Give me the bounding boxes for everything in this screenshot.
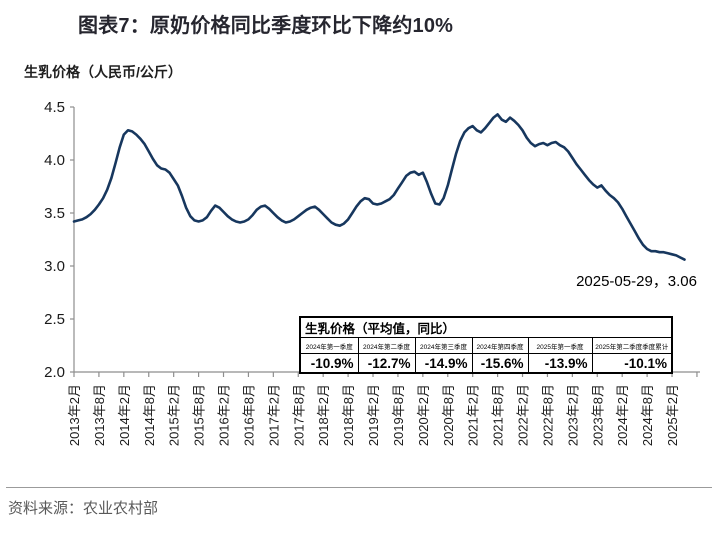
summary-table-title-row: 生乳价格（平均值，同比） (299, 316, 673, 338)
yoy-value: -10.1% (591, 353, 673, 374)
x-tick-label: 2022年2月 (516, 384, 531, 446)
x-tick-label: 2017年8月 (291, 384, 306, 446)
x-tick-label: 2020年2月 (416, 384, 431, 446)
x-tick-label: 2022年8月 (540, 384, 555, 446)
yoy-value: -10.9% (299, 353, 359, 374)
divider (6, 487, 712, 488)
quarter-header: 2025年第一季度 (527, 337, 593, 354)
y-tick-label: 4.5 (44, 99, 65, 116)
line-chart: 2.0 2.5 3.0 3.5 4.0 4.5 2013年2月 2013年8月 2014年2月 2… (44, 99, 700, 446)
x-tick-label: 2018年8月 (341, 384, 356, 446)
x-tick-label: 2015年2月 (167, 384, 182, 446)
summary-table: 生乳价格（平均值，同比） 2024年第一季度 2024年第二季度 2024年第三… (299, 316, 674, 374)
x-tick-label: 2013年2月 (67, 384, 82, 446)
summary-table-header-row: 2024年第一季度 2024年第二季度 2024年第三季度 2024年第四季度 … (299, 337, 673, 354)
figure-title: 图表7：原奶价格同比季度环比下降约10% (78, 15, 454, 37)
quarter-header: 2024年第四季度 (471, 337, 529, 354)
x-tick-label: 2016年2月 (217, 384, 232, 446)
x-tick-label: 2014年8月 (142, 384, 157, 446)
x-tick-label: 2025年2月 (665, 384, 680, 446)
y-tick-label: 3.5 (44, 205, 65, 222)
x-tick-label: 2013年8月 (92, 384, 107, 446)
y-axis-caption: 生乳价格（人民币/公斤） (24, 64, 182, 80)
quarter-header: 2024年第二季度 (357, 337, 416, 354)
x-tick-label: 2018年2月 (316, 384, 331, 446)
x-tick-label: 2016年8月 (241, 384, 256, 446)
y-tick-label: 2.0 (44, 364, 65, 381)
source-note: 资料来源：农业农村部 (8, 500, 159, 517)
x-tick-label: 2024年2月 (615, 384, 630, 446)
yoy-value: -12.7% (357, 353, 416, 374)
x-tick-label: 2019年2月 (366, 384, 381, 446)
yoy-value: -14.9% (414, 353, 473, 374)
quarter-header: 2024年第一季度 (299, 337, 359, 354)
yoy-value: -13.9% (527, 353, 593, 374)
y-tick-label: 3.0 (44, 258, 65, 275)
summary-table-value-row: -10.9% -12.7% -14.9% -15.6% -13.9% -10.1… (299, 353, 673, 374)
x-tick-label: 2017年2月 (266, 384, 281, 446)
x-tick-label: 2023年8月 (590, 384, 605, 446)
x-tick-label: 2021年2月 (466, 384, 481, 446)
raw-milk-price-line (72, 113, 686, 261)
quarter-header: 2025年第二季度季度累计 (591, 337, 673, 354)
x-tick-label: 2024年8月 (640, 384, 655, 446)
x-tick-label: 2019年8月 (391, 384, 406, 446)
x-tick-label: 2020年8月 (441, 384, 456, 446)
y-tick-label: 4.0 (44, 152, 65, 169)
x-tick-label: 2015年8月 (192, 384, 207, 446)
x-tick-label: 2023年2月 (565, 384, 580, 446)
summary-table-title: 生乳价格（平均值，同比） (299, 316, 673, 338)
quarter-header: 2024年第三季度 (414, 337, 473, 354)
price-line (72, 113, 686, 261)
yoy-value: -15.6% (471, 353, 529, 374)
x-tick-label: 2014年2月 (117, 384, 132, 446)
x-tick-label: 2021年8月 (491, 384, 506, 446)
y-tick-label: 2.5 (44, 311, 65, 328)
last-point-annotation: 2025-05-29，3.06 (576, 273, 697, 290)
